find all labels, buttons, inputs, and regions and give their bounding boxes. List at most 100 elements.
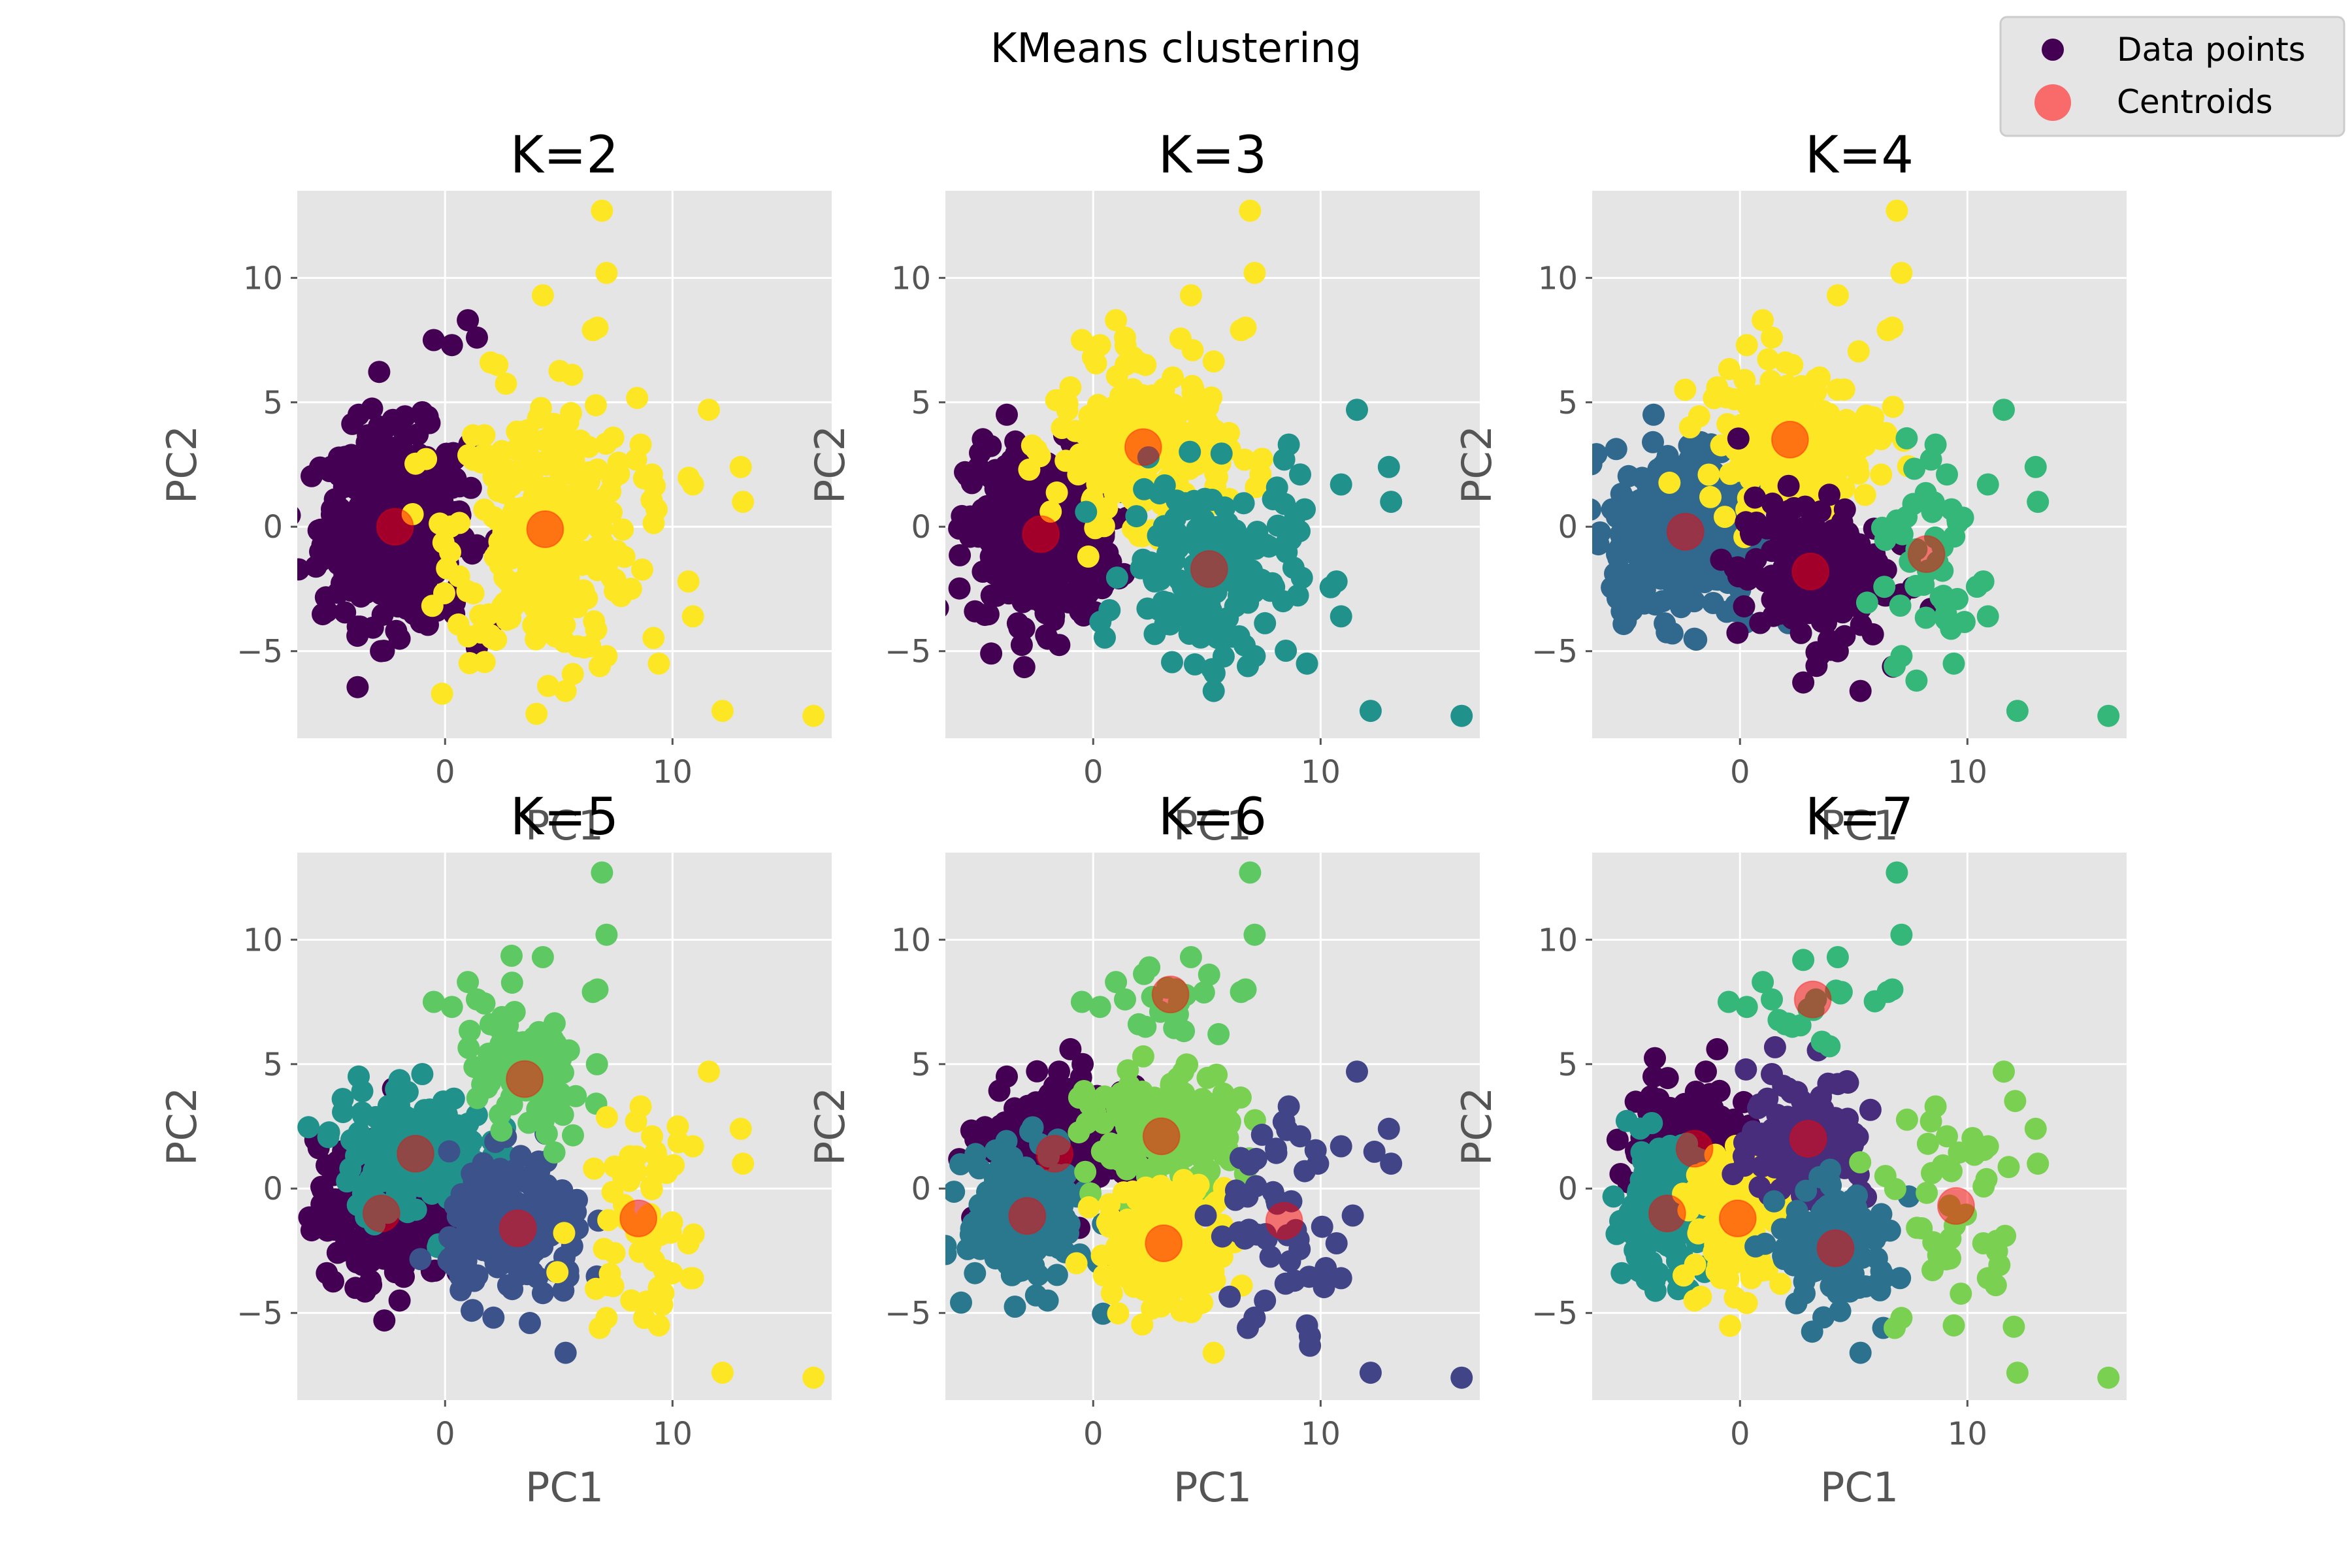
data-point — [1943, 525, 1966, 548]
data-point — [1823, 1107, 1846, 1130]
data-point — [681, 473, 704, 496]
data-point — [1642, 403, 1665, 426]
data-point — [1642, 1065, 1665, 1088]
data-point — [1854, 483, 1876, 506]
data-point — [1055, 1184, 1078, 1207]
data-point — [585, 1277, 607, 1300]
data-point — [1013, 656, 1036, 679]
data-point — [1174, 1183, 1197, 1206]
data-point — [549, 464, 572, 487]
data-point — [1761, 326, 1783, 349]
y-tick-label: −5 — [1531, 1296, 1578, 1332]
data-point — [535, 1098, 558, 1121]
data-point — [440, 996, 463, 1019]
data-point — [482, 506, 505, 529]
data-point — [533, 451, 556, 473]
data-point — [1202, 1341, 1225, 1364]
data-point — [585, 1053, 608, 1075]
y-tick-label: 0 — [1558, 1171, 1578, 1207]
y-tick-label: 10 — [891, 922, 931, 958]
x-tick-label: 0 — [435, 754, 455, 791]
data-point — [1802, 447, 1825, 470]
data-point — [1847, 340, 1870, 363]
data-point — [1377, 455, 1400, 478]
data-point — [1683, 627, 1706, 650]
data-point — [1192, 981, 1215, 1004]
data-point — [1976, 605, 1999, 628]
data-point — [1280, 528, 1303, 551]
data-point — [588, 517, 611, 540]
data-point — [1105, 566, 1128, 589]
data-point — [1617, 465, 1640, 487]
data-point — [531, 542, 554, 565]
data-point — [1229, 566, 1252, 589]
data-point — [1833, 378, 1855, 401]
data-point — [1849, 1151, 1872, 1173]
data-point — [1849, 1341, 1872, 1364]
data-point — [491, 440, 514, 463]
data-point — [1132, 1045, 1154, 1068]
data-point — [1094, 626, 1116, 649]
data-point — [645, 498, 668, 521]
data-point — [561, 363, 583, 386]
data-point — [1380, 491, 1403, 514]
data-point — [1620, 503, 1642, 526]
data-point — [448, 512, 471, 534]
data-point — [1359, 700, 1382, 723]
data-point — [404, 1198, 427, 1221]
data-point — [1218, 1113, 1241, 1135]
data-point — [575, 487, 598, 510]
data-point — [478, 603, 500, 626]
data-point — [979, 434, 1002, 457]
data-point — [1450, 1366, 1473, 1389]
data-point — [297, 558, 310, 581]
data-point — [1759, 448, 1782, 470]
data-point — [457, 971, 480, 994]
data-point — [335, 1233, 358, 1256]
data-point — [1155, 1207, 1178, 1230]
data-point — [432, 1090, 455, 1113]
data-point — [1592, 528, 1609, 550]
data-point — [440, 334, 463, 357]
data-point — [552, 1061, 574, 1084]
data-point — [1936, 463, 1958, 486]
data-point — [1751, 1155, 1774, 1178]
data-point — [1874, 1165, 1897, 1187]
data-point — [1202, 1260, 1225, 1282]
y-tick-label: 5 — [263, 1047, 283, 1083]
data-point — [1249, 463, 1272, 485]
data-point — [431, 682, 453, 705]
data-point — [447, 613, 470, 636]
data-point — [1605, 438, 1627, 461]
data-point — [591, 861, 613, 884]
data-point — [1018, 458, 1041, 481]
data-point — [429, 495, 451, 517]
data-point — [561, 662, 584, 685]
data-point — [1243, 261, 1266, 284]
data-point — [1377, 1117, 1400, 1140]
data-point — [1761, 1063, 1783, 1085]
data-point — [519, 1245, 542, 1268]
y-axis-label: PC2 — [806, 1087, 854, 1166]
data-point — [1122, 1275, 1145, 1298]
data-point — [496, 1094, 519, 1117]
data-point — [1757, 348, 1780, 370]
data-point — [1168, 1102, 1190, 1124]
data-point — [1554, 584, 1576, 606]
data-point — [1077, 1196, 1100, 1218]
data-point — [1616, 563, 1639, 586]
data-point — [348, 1065, 370, 1088]
data-point — [1935, 1248, 1957, 1271]
data-point — [483, 1177, 506, 1200]
data-point — [329, 498, 351, 520]
data-point — [1068, 443, 1091, 466]
data-point — [411, 1063, 434, 1085]
data-point — [1646, 544, 1669, 567]
y-tick-label: 0 — [1558, 509, 1578, 546]
y-tick-label: 0 — [263, 1171, 283, 1207]
data-point — [473, 424, 496, 447]
data-point — [1129, 1183, 1152, 1205]
data-point — [802, 1366, 825, 1389]
